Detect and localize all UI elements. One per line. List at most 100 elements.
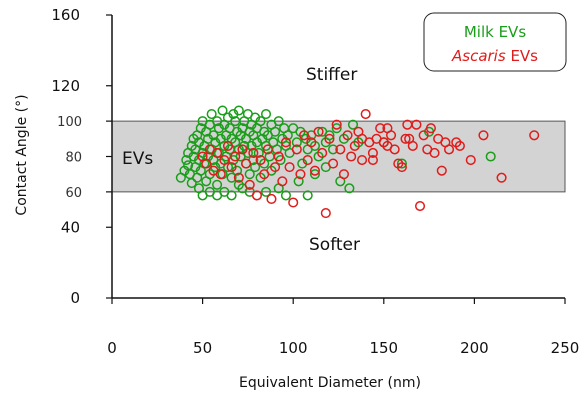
ascaris-ev-point: [328, 158, 339, 169]
ascaris-ev-point: [288, 197, 299, 208]
ascaris-ev-point: [317, 147, 328, 159]
ascaris-ev-point: [418, 130, 429, 141]
ascaris-ev-point: [443, 144, 455, 155]
ascaris-ev-point: [396, 162, 407, 173]
ascaris-ev-point: [219, 154, 230, 166]
ascaris-ev-point: [367, 147, 378, 159]
milk-ev-point: [253, 147, 264, 159]
x-tick-label: 100: [279, 339, 308, 357]
milk-ev-point: [293, 176, 304, 187]
ascaris-ev-point: [425, 123, 436, 134]
ascaris-ev-point: [248, 147, 259, 159]
ascaris-ev-point: [237, 144, 248, 155]
ascaris-ev-point: [262, 144, 273, 155]
y-tick-label: 100: [57, 115, 82, 130]
ascaris-ev-point: [295, 169, 306, 180]
milk-ev-point: [324, 130, 335, 141]
milk-ev-point: [226, 172, 237, 183]
y-tick-label: 60: [65, 186, 82, 201]
milk-ev-point: [291, 137, 302, 148]
milk-ev-point: [396, 158, 407, 169]
x-tick-label: 0: [107, 339, 117, 357]
ascaris-ev-point: [342, 130, 353, 141]
ascaris-ev-point: [454, 140, 465, 151]
ascaris-ev-point: [407, 140, 418, 151]
milk-ev-point: [219, 186, 230, 197]
milk-ev-point: [212, 179, 223, 190]
ascaris-ev-point: [241, 158, 252, 169]
ascaris-ev-point: [255, 154, 266, 166]
ascaris-ev-point: [302, 154, 313, 166]
y-tick-label: 40: [61, 218, 80, 236]
legend-milk-suffix: EVs: [494, 23, 527, 41]
band-label: EVs: [122, 149, 153, 169]
x-tick-label: 200: [460, 339, 489, 357]
ascaris-ev-point: [270, 162, 281, 173]
ascaris-ev-point: [375, 123, 386, 134]
ascaris-ev-point: [244, 179, 255, 190]
ascaris-ev-point: [277, 176, 288, 187]
ascaris-ev-point: [496, 172, 507, 183]
ascaris-ev-point: [291, 144, 302, 155]
x-tick-label: 150: [369, 339, 398, 357]
ascaris-ev-point: [273, 151, 284, 162]
ascaris-ev-point: [233, 172, 244, 183]
milk-ev-point: [280, 190, 292, 201]
ascaris-ev-point: [402, 119, 413, 130]
ticks-layer: 0 50 100 150 200 250 0 40 120 160 60 80 100: [51, 6, 579, 357]
ascaris-ev-point: [414, 200, 426, 212]
milk-ev-point: [302, 190, 313, 201]
x-tick-label: 250: [551, 339, 580, 357]
points-layer: [175, 105, 540, 219]
ascaris-ev-point: [306, 137, 317, 148]
ascaris-ev-point: [346, 151, 357, 162]
ascaris-ev-point: [429, 147, 440, 159]
milk-ev-point: [233, 179, 244, 190]
ascaris-ev-point: [320, 208, 331, 219]
ascaris-ev-point: [215, 169, 226, 180]
ascaris-ev-point: [230, 151, 241, 162]
ascaris-ev-point: [251, 190, 263, 201]
ascaris-ev-point: [309, 165, 320, 176]
ascaris-ev-point: [338, 169, 349, 180]
ascaris-ev-point: [529, 130, 540, 141]
milk-ev-point: [347, 119, 359, 130]
milk-ev-point: [344, 183, 355, 194]
ascaris-ev-point: [349, 140, 360, 151]
y-tick-label: 80: [65, 151, 82, 166]
ascaris-ev-point: [436, 165, 447, 176]
milk-ev-point: [186, 177, 197, 189]
milk-ev-point: [255, 116, 266, 127]
ascaris-ev-point: [324, 133, 335, 144]
milk-ev-point: [331, 123, 342, 134]
ascaris-ev-point: [313, 126, 324, 137]
milk-ev-point: [233, 105, 244, 116]
milk-ev-point: [206, 109, 217, 120]
x-tick-label: 50: [193, 339, 212, 357]
legend-entry-ascaris: Ascaris EVs: [451, 47, 538, 65]
ascaris-ev-point: [280, 137, 292, 148]
legend-ascaris-suffix: EVs: [506, 47, 539, 65]
legend-entry-milk: Milk EVs: [464, 23, 526, 41]
ascaris-ev-point: [367, 154, 378, 166]
legend-box: [423, 12, 567, 72]
milk-ev-point: [217, 105, 228, 116]
milk-ev-point: [328, 144, 339, 155]
ascaris-ev-point: [357, 133, 368, 144]
milk-ev-point: [197, 190, 208, 201]
legend-milk-prefix: Milk: [464, 23, 494, 41]
milk-ev-point: [273, 116, 284, 127]
ascaris-ev-point: [284, 162, 295, 173]
ascaris-ev-point: [259, 169, 270, 180]
milk-ev-point: [485, 151, 496, 162]
legend: Milk EVs Ascaris EVs: [423, 12, 567, 72]
ascaris-ev-point: [400, 133, 411, 144]
ascaris-ev-point: [299, 130, 310, 141]
milk-ev-point: [244, 169, 255, 180]
softer-label: Softer: [309, 235, 360, 255]
legend-ascaris-prefix: Ascaris: [451, 47, 506, 65]
milk-ev-point: [260, 109, 272, 120]
stiffer-label: Stiffer: [306, 65, 357, 85]
